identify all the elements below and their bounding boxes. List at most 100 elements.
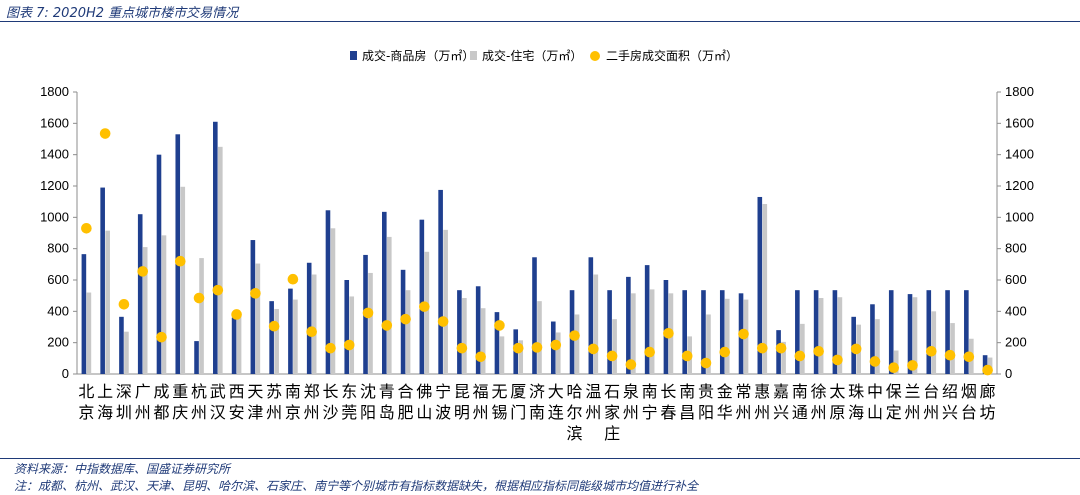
x-category-char: 台	[923, 382, 939, 401]
x-category-label: 温州	[585, 382, 601, 422]
x-category-char: 苏	[266, 382, 282, 401]
dot-secondhand	[775, 342, 787, 354]
x-category-char: 哈	[567, 382, 583, 401]
x-category-label: 武汉	[210, 382, 226, 422]
bar-commercial	[475, 286, 481, 374]
x-category-label: 合肥	[398, 382, 414, 422]
x-category-label: 贵阳	[698, 382, 714, 422]
y-tick-label-right: 1200	[1005, 178, 1034, 193]
legend-swatch-commercial	[350, 51, 357, 60]
x-category-char: 滨	[567, 424, 583, 443]
bar-commercial	[137, 214, 143, 374]
bar-commercial	[250, 240, 256, 374]
dot-secondhand	[794, 350, 806, 362]
bar-commercial	[813, 290, 819, 374]
dot-secondhand	[343, 339, 355, 351]
x-category-char: 州	[191, 403, 207, 422]
x-category-char: 坊	[980, 403, 996, 422]
x-category-char: 杭	[191, 382, 207, 401]
bar-commercial	[532, 257, 537, 374]
x-category-label: 烟台	[961, 382, 977, 422]
legend-label-secondhand: 二手房成交面积（万㎡）	[606, 48, 738, 63]
x-category-label: 长春	[660, 382, 676, 422]
bar-commercial	[119, 316, 124, 374]
footnote: 注：成都、杭州、武汉、天津、昆明、哈尔滨、石家庄、南宁等个别城市有指标数据缺失，…	[14, 479, 699, 493]
x-category-char: 常	[736, 382, 752, 401]
x-category-char: 惠	[754, 382, 770, 401]
x-category-char: 海	[97, 403, 113, 422]
bar-residential	[274, 308, 279, 374]
x-category-label: 哈尔滨	[567, 382, 583, 443]
dot-secondhand	[700, 357, 712, 369]
x-category-char: 家	[604, 403, 620, 422]
bar-residential	[180, 186, 186, 374]
x-category-char: 肥	[398, 403, 414, 422]
bar-commercial	[156, 154, 162, 374]
dot-secondhand	[738, 328, 749, 340]
x-category-label: 南宁	[642, 382, 658, 422]
y-tick-label-left: 200	[47, 335, 69, 350]
x-category-label: 上海	[97, 382, 113, 422]
x-category-char: 原	[829, 403, 845, 422]
bar-residential	[161, 235, 167, 374]
y-tick-label-right: 1600	[1005, 115, 1034, 130]
x-category-char: 石	[604, 382, 620, 401]
x-category-char: 珠	[848, 382, 864, 401]
bar-residential	[255, 263, 261, 374]
bar-commercial	[926, 290, 932, 374]
bar-commercial	[175, 134, 181, 374]
x-category-label: 绍兴	[942, 382, 958, 422]
bar-commercial	[419, 219, 425, 374]
dot-secondhand	[982, 364, 993, 376]
bar-residential	[368, 272, 373, 374]
dot-secondhand	[268, 320, 280, 332]
bar-residential	[236, 315, 242, 374]
legend-label-commercial: 成交-商品房（万㎡）	[362, 48, 474, 63]
chart-axes	[73, 91, 1001, 375]
bar-commercial	[757, 196, 763, 374]
chart-canvas: 成交-商品房（万㎡） 成交-住宅（万㎡） 二手房成交面积（万㎡） 0 200 400…	[40, 48, 1034, 443]
x-category-label: 福州	[473, 382, 489, 422]
x-category-char: 东	[341, 382, 357, 401]
bar-residential	[311, 274, 317, 374]
dot-secondhand	[456, 342, 468, 354]
y-tick-label-left: 0	[62, 366, 69, 381]
x-category-label: 西安	[229, 382, 245, 422]
bar-residential	[762, 204, 768, 374]
bar-residential	[480, 308, 486, 374]
x-category-label: 青岛	[379, 382, 395, 422]
x-category-label: 太原	[829, 382, 845, 422]
x-category-label: 南京	[285, 382, 301, 422]
x-category-char: 徐	[811, 382, 827, 401]
dot-secondhand	[832, 354, 843, 366]
dot-secondhand	[644, 346, 655, 358]
y-axis-left-labels: 0 200 400 600 800 1000 1200 1400 1600 1800	[40, 84, 69, 381]
bar-residential	[593, 274, 599, 374]
chart-dots	[81, 128, 993, 376]
dot-secondhand	[118, 298, 130, 310]
bar-residential	[706, 314, 711, 374]
x-category-char: 州	[266, 403, 282, 422]
x-category-char: 州	[623, 403, 639, 422]
x-category-label: 北京	[78, 382, 94, 422]
bar-residential	[574, 314, 580, 374]
x-category-char: 春	[660, 403, 676, 422]
bar-commercial	[306, 262, 312, 374]
dot-secondhand	[381, 320, 393, 331]
x-category-char: 西	[229, 382, 245, 401]
x-category-char: 兴	[773, 403, 789, 422]
y-tick-label-left: 400	[47, 303, 69, 318]
bar-residential	[537, 301, 542, 374]
bar-residential	[875, 319, 880, 374]
x-category-label: 金华	[717, 382, 733, 422]
bar-commercial	[100, 187, 105, 374]
x-category-char: 山	[416, 403, 432, 422]
x-category-label: 南昌	[679, 382, 695, 422]
x-category-label: 长沙	[322, 382, 338, 422]
dot-secondhand	[475, 351, 486, 363]
x-category-label: 东莞	[341, 382, 357, 422]
bar-commercial	[888, 290, 894, 374]
x-category-char: 金	[717, 382, 733, 401]
dot-secondhand	[606, 350, 618, 362]
x-category-label: 厦门	[510, 382, 526, 422]
